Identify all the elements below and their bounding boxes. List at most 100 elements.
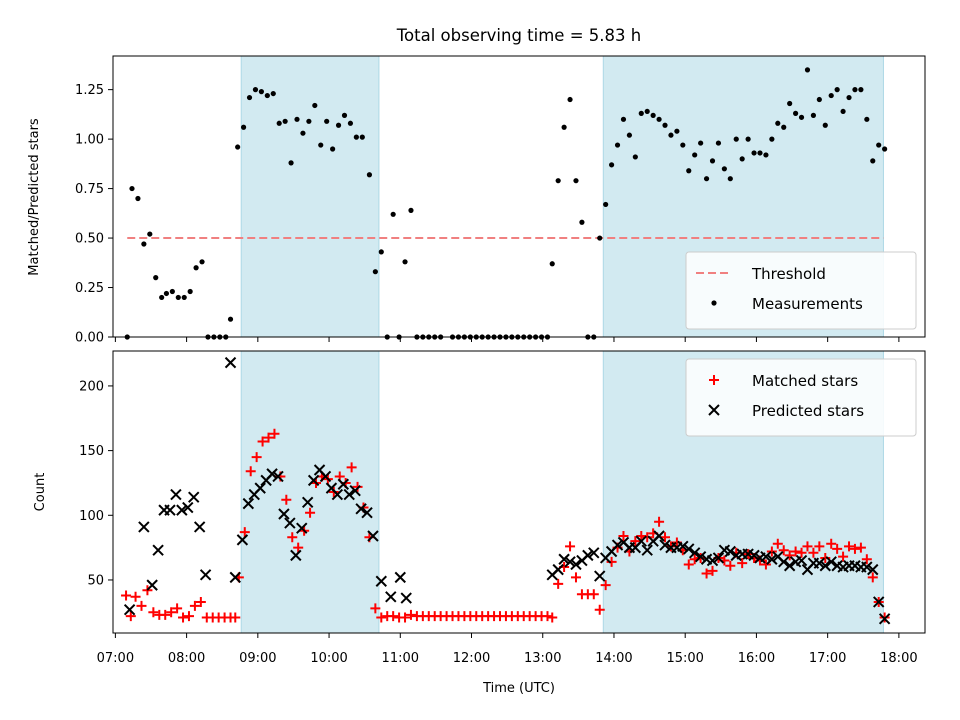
data-point-predicted xyxy=(242,497,255,510)
data-point xyxy=(135,195,141,202)
data-point-matched xyxy=(376,612,387,623)
data-point xyxy=(876,142,882,148)
data-point xyxy=(840,108,846,115)
data-point xyxy=(715,140,722,146)
data-point xyxy=(169,288,175,295)
y-tick-label: 200 xyxy=(79,379,104,394)
x-tick-label: 09:00 xyxy=(239,651,276,666)
data-point-predicted xyxy=(635,535,647,547)
data-point-predicted xyxy=(307,474,320,487)
data-point xyxy=(703,176,710,182)
data-point xyxy=(810,112,817,118)
data-point xyxy=(662,122,668,128)
bottom-panel: 50 100 150 200 07:00 08:00 09:00 10:00 11:00 12:0… xyxy=(33,350,926,666)
data-point xyxy=(733,136,739,142)
data-point xyxy=(372,269,378,275)
data-point-matched xyxy=(855,542,866,553)
data-point-matched xyxy=(352,481,363,492)
x-tick-label: 15:00 xyxy=(666,651,703,666)
data-point-predicted xyxy=(319,470,332,483)
data-point-matched xyxy=(838,551,849,562)
data-point xyxy=(252,87,259,93)
data-point xyxy=(318,142,324,148)
data-point xyxy=(668,132,674,138)
y-tick-label: 0.50 xyxy=(75,232,104,247)
data-point xyxy=(129,185,135,192)
data-point-matched xyxy=(305,507,316,518)
data-point-matched xyxy=(618,530,629,541)
y-tick-label: 50 xyxy=(87,573,104,588)
data-point xyxy=(680,142,686,148)
data-point xyxy=(141,241,147,247)
data-point-matched xyxy=(125,611,136,622)
legend-box xyxy=(685,251,917,330)
data-point-matched xyxy=(867,572,878,583)
data-point xyxy=(769,136,775,142)
data-point-predicted xyxy=(712,552,725,564)
data-point xyxy=(573,178,579,184)
data-point-matched xyxy=(725,560,736,571)
shaded-interval xyxy=(240,55,380,338)
data-point xyxy=(264,92,270,99)
data-point-predicted xyxy=(825,556,837,568)
data-point xyxy=(834,87,840,93)
data-point xyxy=(721,166,727,172)
data-point xyxy=(359,134,365,140)
chart-title: Total observing time = 5.83 h xyxy=(396,26,641,45)
data-point xyxy=(674,128,680,134)
data-point xyxy=(294,116,300,122)
data-point-predicted xyxy=(677,540,689,553)
data-point xyxy=(603,201,609,208)
legend-label: Threshold xyxy=(751,265,826,283)
data-point-predicted xyxy=(819,560,831,572)
data-point-predicted xyxy=(349,484,361,497)
data-point-matched xyxy=(814,541,825,552)
data-point-predicted xyxy=(343,488,355,501)
data-point-matched xyxy=(630,536,641,547)
data-point xyxy=(828,92,834,99)
top-panel: 0.00 0.25 0.50 0.75 1.00 1.25 Matched/Predicte… xyxy=(27,55,926,346)
data-point-predicted xyxy=(795,554,808,567)
data-point-predicted xyxy=(176,504,188,516)
data-point-matched xyxy=(553,578,564,589)
data-point-predicted xyxy=(170,488,182,501)
data-point xyxy=(739,156,745,162)
data-point-predicted xyxy=(254,482,266,494)
data-point-matched xyxy=(861,554,872,565)
data-point-matched xyxy=(849,543,860,554)
data-point-matched xyxy=(195,596,206,607)
data-point-matched xyxy=(269,428,280,439)
data-point-predicted xyxy=(385,591,397,603)
data-point-predicted xyxy=(564,556,576,568)
data-point xyxy=(751,150,757,156)
data-point-predicted xyxy=(394,571,406,584)
data-point-predicted xyxy=(659,539,671,551)
data-point-predicted xyxy=(236,534,249,546)
y-tick-label: 100 xyxy=(79,509,104,524)
data-point-predicted xyxy=(164,504,176,516)
x-tick-label: 13:00 xyxy=(524,651,561,666)
data-point xyxy=(882,146,888,152)
data-point-predicted xyxy=(152,544,164,556)
data-point-predicted xyxy=(611,539,624,551)
legend-label: Measurements xyxy=(752,295,863,313)
data-point xyxy=(608,162,615,168)
data-point-matched xyxy=(281,494,292,505)
data-point-predicted xyxy=(778,556,790,568)
data-point-matched xyxy=(183,611,194,622)
y-tick-label: 0.75 xyxy=(75,182,104,197)
data-point-predicted xyxy=(552,563,564,576)
data-point xyxy=(270,90,276,97)
data-point-predicted xyxy=(193,521,206,533)
data-point-matched xyxy=(778,545,789,556)
x-tick-label: 14:00 xyxy=(595,651,632,666)
data-point xyxy=(775,120,781,126)
data-point xyxy=(181,294,187,301)
data-point xyxy=(614,142,621,148)
data-point xyxy=(163,290,170,297)
data-point xyxy=(597,235,603,241)
data-point-predicted xyxy=(813,557,826,569)
data-point-matched xyxy=(588,589,599,600)
data-point-predicted xyxy=(272,470,284,483)
data-point-matched xyxy=(547,612,558,623)
